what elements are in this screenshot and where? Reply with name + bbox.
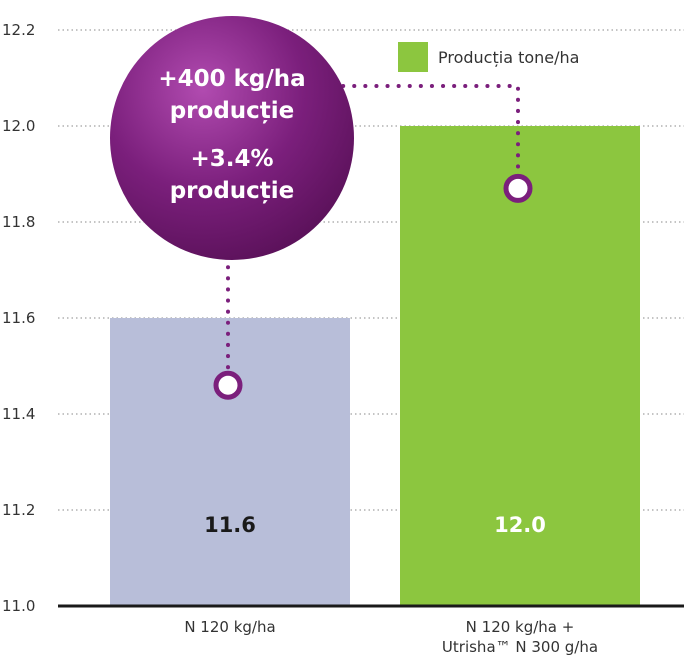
y-tick-label: 11.4 [2, 405, 35, 423]
y-tick-label: 12.2 [2, 21, 35, 39]
y-axis-ticks: 11.0 11.2 11.4 11.6 11.8 12.0 12.2 [2, 21, 35, 615]
legend: Producția tone/ha [398, 42, 579, 72]
bar [110, 318, 350, 606]
y-tick-label: 11.0 [2, 597, 35, 615]
legend-label: Producția tone/ha [438, 48, 579, 67]
x-category-label: N 120 kg/ha + Utrisha™ N 300 g/ha [442, 618, 598, 656]
bar [400, 126, 640, 606]
annotation-text-line: producție [170, 98, 295, 124]
y-tick-label: 11.2 [2, 501, 35, 519]
x-category-label: N 120 kg/ha [184, 618, 275, 636]
y-tick-label: 11.6 [2, 309, 35, 327]
marker-dot [503, 173, 533, 203]
bar-value-label: 12.0 [494, 513, 546, 537]
y-tick-label: 12.0 [2, 117, 35, 135]
marker-dot [213, 370, 243, 400]
x-axis-labels: N 120 kg/ha N 120 kg/ha + Utrisha™ N 300 g… [184, 618, 598, 656]
annotation: +400 kg/ha producție +3.4% producție [110, 16, 533, 400]
annotation-bubble [110, 16, 354, 260]
bars: 11.6 12.0 [110, 126, 640, 606]
legend-swatch [398, 42, 428, 72]
annotation-text-line: +400 kg/ha [158, 66, 305, 92]
bar-value-label: 11.6 [204, 513, 256, 537]
y-tick-label: 11.8 [2, 213, 35, 231]
annotation-text-line: producție [170, 178, 295, 204]
connector-dotted-right [330, 84, 520, 173]
annotation-text-line: +3.4% [190, 146, 273, 172]
